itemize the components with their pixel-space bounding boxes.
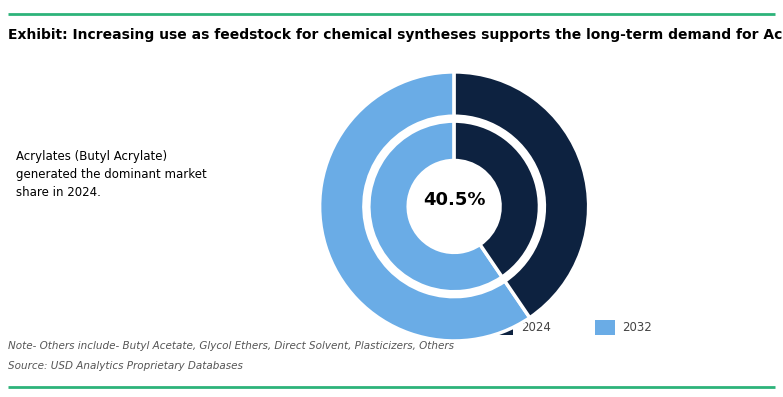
Bar xyxy=(595,320,615,335)
Text: 2024: 2024 xyxy=(521,322,550,334)
Wedge shape xyxy=(319,72,530,341)
Bar xyxy=(493,320,513,335)
Text: Note- Others include- Butyl Acetate, Glycol Ethers, Direct Solvent, Plasticizers: Note- Others include- Butyl Acetate, Gly… xyxy=(8,341,454,351)
Wedge shape xyxy=(369,121,502,292)
Text: 40.5%: 40.5% xyxy=(423,191,485,209)
Wedge shape xyxy=(454,121,539,277)
Text: Source: USD Analytics Proprietary Databases: Source: USD Analytics Proprietary Databa… xyxy=(8,361,243,371)
Text: Acrylates (Butyl Acrylate)
generated the dominant market
share in 2024.: Acrylates (Butyl Acrylate) generated the… xyxy=(16,150,207,199)
Wedge shape xyxy=(454,72,589,318)
Text: Exhibit: Increasing use as feedstock for chemical syntheses supports the long-te: Exhibit: Increasing use as feedstock for… xyxy=(8,28,783,42)
Circle shape xyxy=(408,160,500,252)
Text: 2032: 2032 xyxy=(622,322,652,334)
